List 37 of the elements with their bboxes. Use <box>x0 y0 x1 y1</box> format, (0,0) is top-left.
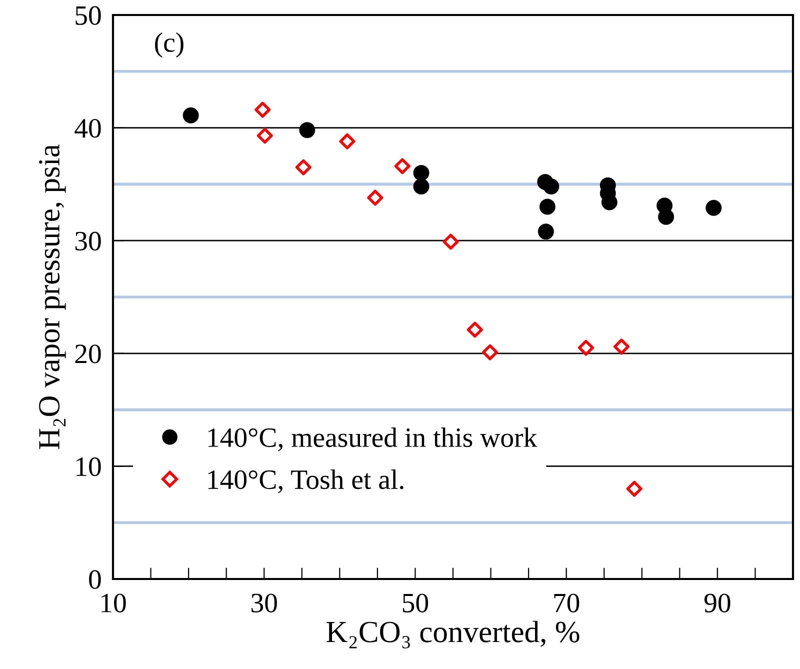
point <box>658 208 674 225</box>
y-tick-label: 20 <box>75 344 101 364</box>
point <box>539 198 556 215</box>
point <box>626 480 642 497</box>
y-tick-label: 30 <box>75 232 101 251</box>
point <box>394 158 410 174</box>
point <box>442 234 459 250</box>
point <box>466 322 483 338</box>
point <box>182 107 199 124</box>
y-tick-label: 10 <box>76 457 101 476</box>
legend-label: 140°C, measured in this work <box>208 428 538 452</box>
point <box>295 159 312 176</box>
point <box>482 344 498 360</box>
x-axis-title: K₂CO₃ converted, % <box>326 620 580 648</box>
point <box>256 128 273 144</box>
y-tick-label: 50 <box>76 6 101 25</box>
y-axis-title: H₂O vapor pressure, psia <box>39 144 66 450</box>
y-tick-label: 0 <box>89 570 101 589</box>
point <box>543 178 560 194</box>
x-tick-label: 50 <box>402 594 428 612</box>
y-tick-label: 40 <box>74 118 101 138</box>
point <box>413 178 430 194</box>
x-tick-label: 10 <box>102 594 126 612</box>
point <box>538 224 554 240</box>
x-tick-label: 70 <box>554 594 580 612</box>
point <box>339 133 356 150</box>
point <box>578 340 594 356</box>
point <box>413 164 430 181</box>
point <box>254 102 271 118</box>
point <box>299 122 316 138</box>
annotation: (c) <box>155 32 184 58</box>
legend-label: 140°C, Tosh et al. <box>208 470 404 494</box>
point <box>367 190 384 206</box>
x-tick-label: 30 <box>252 594 277 612</box>
point <box>614 338 630 355</box>
point <box>706 200 722 216</box>
x-tick-label: 90 <box>704 594 730 612</box>
